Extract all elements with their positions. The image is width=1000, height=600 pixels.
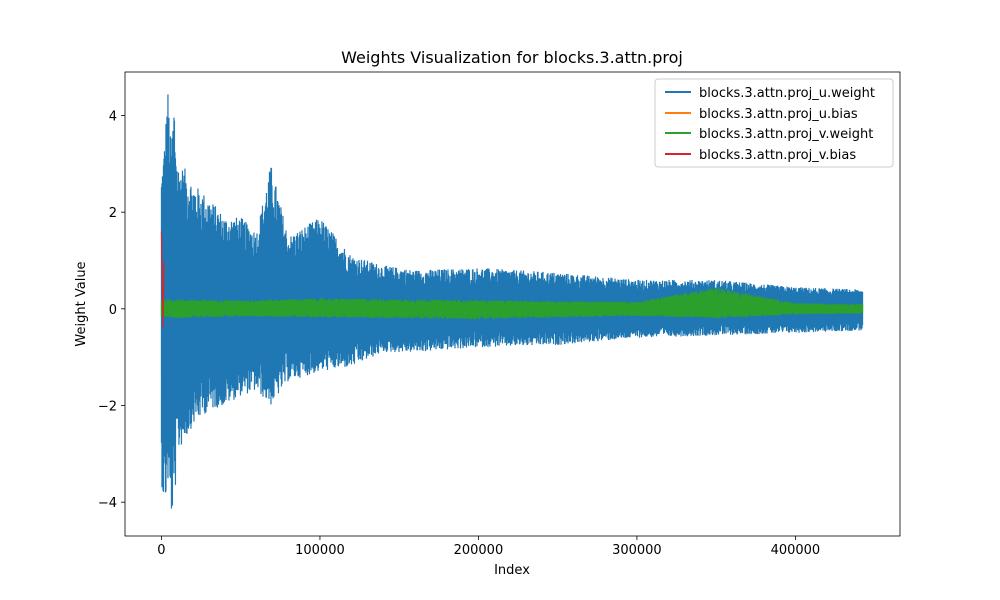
series-line-2	[160, 287, 864, 320]
y-tick-label: 0	[109, 303, 117, 318]
chart-title: Weights Visualization for blocks.3.attn.…	[341, 48, 683, 67]
legend-label-proj-v-weight: blocks.3.attn.proj_v.weight	[699, 127, 873, 142]
x-tick-label: 400000	[771, 543, 821, 558]
y-tick-label: −4	[98, 496, 117, 511]
y-axis-label: Weight Value	[74, 261, 89, 346]
legend-label-proj-v-bias: blocks.3.attn.proj_v.bias	[699, 148, 856, 163]
x-axis-label: Index	[494, 563, 530, 578]
legend: blocks.3.attn.proj_u.weight blocks.3.att…	[654, 78, 894, 168]
x-tick-label: 300000	[612, 543, 662, 558]
legend-label-proj-u-bias: blocks.3.attn.proj_u.bias	[699, 107, 858, 122]
y-tick-label: 2	[109, 206, 117, 221]
series-layer	[160, 94, 864, 509]
plot-frame	[124, 71, 901, 537]
x-tick-label: 100000	[295, 543, 345, 558]
y-tick-label: 4	[109, 110, 117, 125]
axes-layer: 0 100000 200000 300000 400000 −4 −2 0 2 4	[98, 110, 820, 559]
y-tick-label: −2	[98, 400, 117, 415]
legend-label-proj-u-weight: blocks.3.attn.proj_u.weight	[699, 86, 875, 101]
x-tick-label: 0	[157, 543, 165, 558]
legend-box	[654, 78, 894, 168]
series-line-3	[160, 231, 165, 329]
x-tick-label: 200000	[454, 543, 504, 558]
